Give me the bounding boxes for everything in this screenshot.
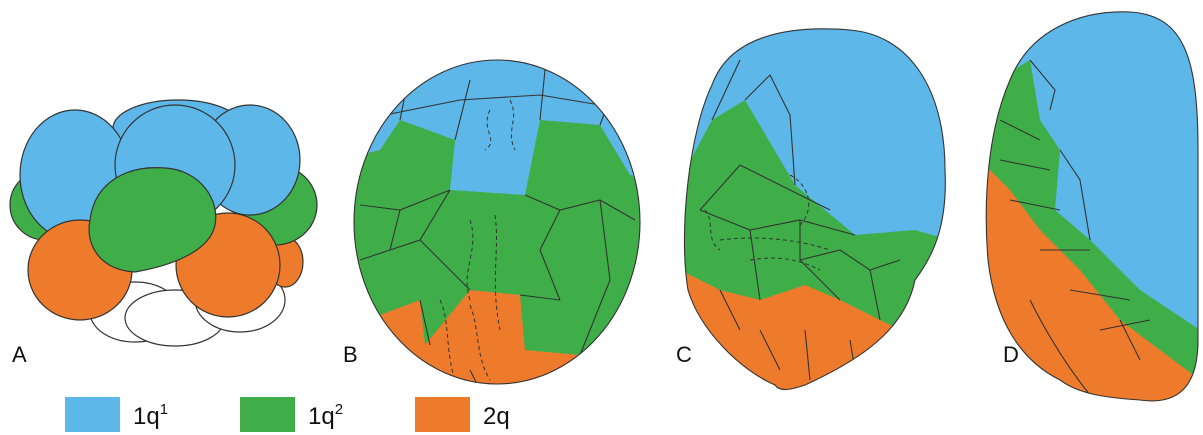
embryo-c bbox=[683, 28, 946, 391]
embryo-d bbox=[985, 11, 1199, 402]
panel-label: D bbox=[1003, 342, 1019, 367]
legend-swatch bbox=[65, 397, 120, 432]
legend-label-base: 2q bbox=[483, 403, 510, 430]
legend-label-base: 1q bbox=[133, 403, 160, 430]
embryo-b bbox=[353, 59, 641, 385]
panel-label: A bbox=[12, 342, 27, 367]
legend-swatch bbox=[415, 397, 470, 432]
legend-label-sup: 2 bbox=[335, 401, 343, 418]
legend-label: 2q bbox=[483, 403, 510, 430]
panel-label: B bbox=[343, 342, 358, 367]
legend-label: 1q1 bbox=[133, 401, 168, 430]
legend-swatch bbox=[240, 397, 295, 432]
legend-label-sup: 1 bbox=[160, 401, 168, 418]
legend: 1q1 1q2 2q bbox=[65, 397, 510, 432]
legend-label-base: 1q bbox=[308, 403, 335, 430]
embryo-a bbox=[9, 99, 318, 347]
legend-label: 1q2 bbox=[308, 401, 343, 430]
panel-label: C bbox=[676, 342, 692, 367]
